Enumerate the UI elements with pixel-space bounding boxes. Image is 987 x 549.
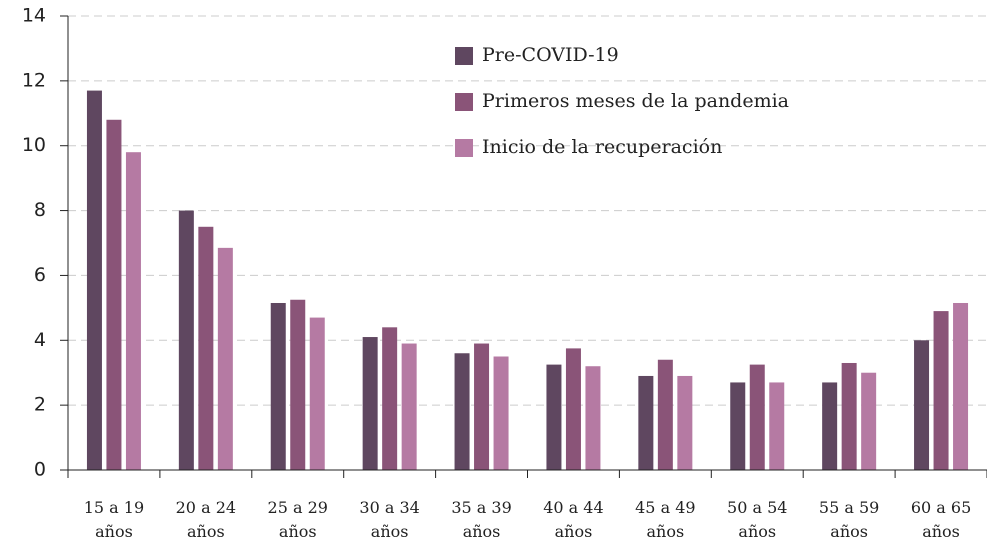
bar <box>657 359 673 470</box>
x-tick-label: 35 a 39 años <box>451 498 512 541</box>
bar <box>953 302 969 470</box>
bar <box>677 375 693 470</box>
y-tick-label: 4 <box>34 329 46 351</box>
legend-swatch <box>455 47 473 65</box>
y-tick-label: 10 <box>22 134 46 156</box>
bar <box>382 327 398 470</box>
bar <box>638 375 654 470</box>
bar <box>914 340 930 470</box>
bar <box>749 364 765 470</box>
bar <box>401 343 417 470</box>
y-tick-label: 8 <box>34 199 46 221</box>
legend-swatch <box>455 93 473 111</box>
bar <box>822 382 838 470</box>
bar <box>730 382 746 470</box>
bar <box>546 364 562 470</box>
bar <box>585 366 601 470</box>
y-tick-label: 0 <box>34 459 46 481</box>
x-tick-label: 50 a 54 años <box>727 498 788 541</box>
bar <box>270 302 286 470</box>
legend-label: Primeros meses de la pandemia <box>482 90 789 112</box>
legend-swatch <box>455 139 473 157</box>
bar <box>362 337 378 470</box>
bar <box>198 226 214 470</box>
legend-label: Inicio de la recuperación <box>482 136 722 158</box>
bar <box>217 247 233 470</box>
x-tick-label: 25 a 29 años <box>267 498 328 541</box>
bar <box>290 299 306 470</box>
bar <box>493 356 509 470</box>
y-tick-label: 12 <box>22 69 46 91</box>
bar <box>565 348 581 470</box>
x-tick-label: 55 a 59 años <box>818 498 880 541</box>
bar <box>309 317 325 470</box>
x-tick-label: 20 a 24 años <box>175 498 237 541</box>
bar <box>474 343 490 470</box>
x-tick-label: 60 a 65 años <box>910 498 972 541</box>
y-tick-label: 2 <box>34 394 46 416</box>
bar <box>841 362 857 470</box>
bar <box>769 382 785 470</box>
x-tick-label: 45 a 49 años <box>635 498 696 541</box>
legend-label: Pre-COVID-19 <box>482 44 619 66</box>
bar <box>125 152 141 470</box>
bar <box>933 311 949 470</box>
x-tick-label: 40 a 44 años <box>543 498 604 541</box>
x-tick-label: 15 a 19 años <box>83 498 145 541</box>
bar <box>861 372 877 470</box>
bar <box>454 353 470 470</box>
bar <box>106 119 122 471</box>
bar <box>86 90 102 470</box>
y-tick-label: 14 <box>22 5 46 27</box>
y-tick-label: 6 <box>34 264 46 286</box>
x-tick-label: 30 a 34 años <box>359 498 420 541</box>
bar <box>178 210 194 471</box>
